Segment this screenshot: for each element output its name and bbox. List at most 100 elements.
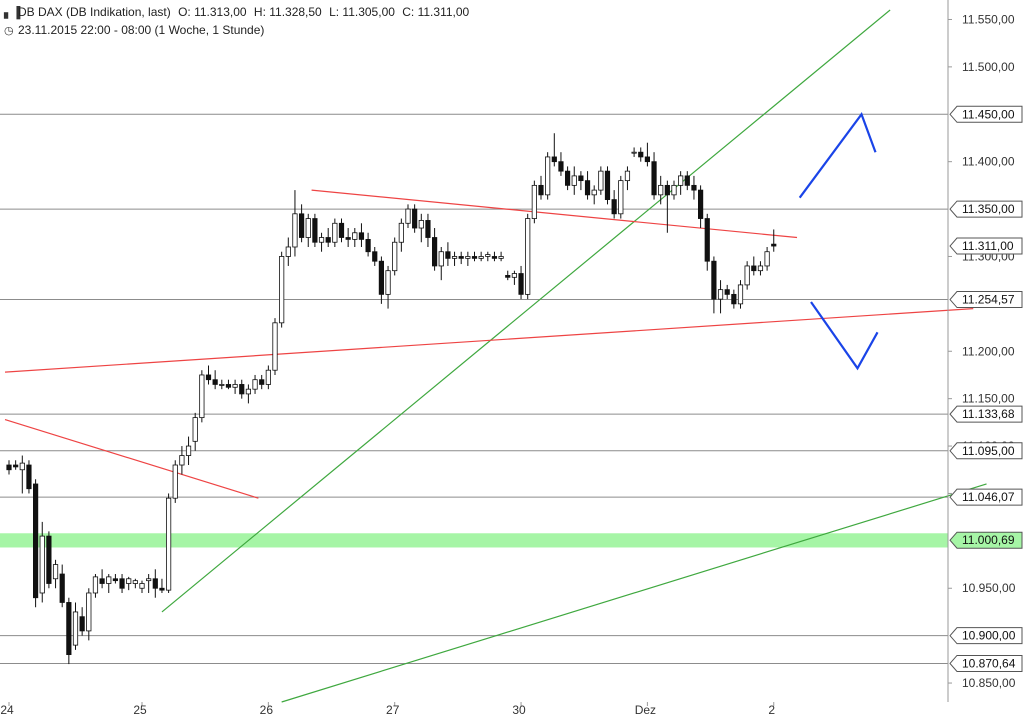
green-trend-1 [161, 9, 891, 613]
candle-body-down [731, 293, 737, 305]
price-tags: 11.450,00 11.350,00 11.254,57 11.133,68 11.0… [949, 105, 1023, 672]
candle [79, 607, 85, 636]
candle-body-down [298, 213, 305, 238]
candle [431, 228, 438, 271]
time-axis: 24 25 26 27 30 Dez 2 [0, 702, 775, 717]
candle-body-up [405, 208, 411, 224]
candle [378, 256, 385, 304]
candle [412, 204, 418, 233]
candle-body-up [165, 497, 172, 591]
instrument-title: DB DAX (DB Indikation, last) [18, 5, 171, 19]
candle [106, 574, 112, 593]
candle-body-up [717, 289, 724, 300]
candle [132, 578, 138, 589]
level-tag-label: 11.046,07 [962, 490, 1015, 504]
candle [445, 242, 451, 266]
candle-body-up [292, 213, 298, 248]
candle [19, 455, 25, 494]
candle-body-up [279, 256, 285, 324]
candle-body-down [491, 256, 498, 259]
level-tag-label: 11.450,00 [962, 107, 1015, 121]
candle-body-up [219, 384, 225, 386]
candle [698, 185, 704, 229]
candle-body-up [232, 384, 238, 388]
candle-body-down [471, 256, 478, 259]
candle-body-up [185, 445, 192, 456]
candle [545, 152, 551, 200]
clock-icon: ◷ [4, 25, 14, 37]
level-tag-shape [949, 442, 1023, 460]
header-period-row: ◷ 23.11.2015 22:00 - 08:00 (1 Woche, 1 St… [4, 22, 469, 40]
candle [252, 374, 258, 394]
blue-projection-up [798, 112, 877, 199]
time-tick-label: 25 [133, 703, 147, 717]
time-tick-label: 24 [0, 703, 14, 717]
level-tag: 10.900,00 [949, 627, 1023, 645]
candle [338, 218, 345, 243]
candle [26, 460, 32, 494]
candle [458, 251, 464, 265]
candle-body-down [505, 275, 511, 278]
green-trend-2 [281, 483, 987, 703]
candle-body-up [392, 241, 398, 272]
candle [318, 232, 325, 252]
candle-body-down [152, 578, 158, 589]
candle [485, 251, 491, 262]
candle [232, 379, 238, 394]
price-tick-label: 10.950,00 [962, 581, 1016, 595]
candle [46, 531, 52, 589]
zone-band [0, 533, 948, 548]
candle [744, 261, 750, 290]
candle-body-up [252, 379, 258, 390]
candle [112, 574, 118, 584]
candle [126, 576, 132, 591]
price-tick-label: 10.850,00 [962, 676, 1016, 690]
candle-body-down [638, 151, 644, 158]
candle [398, 218, 404, 252]
level-tag-shape [949, 200, 1023, 218]
candle-body-up [498, 256, 504, 259]
candle [225, 379, 232, 390]
candle [551, 133, 557, 167]
candle [292, 190, 298, 257]
candle [33, 479, 39, 608]
candle-body-up [438, 251, 444, 267]
candle [671, 180, 677, 200]
candle-body-up [86, 592, 92, 632]
candle [192, 412, 198, 451]
candle [691, 175, 697, 200]
candle-body-down [684, 175, 690, 186]
candle-body-down [518, 273, 524, 295]
candle [259, 374, 265, 390]
candle [219, 379, 225, 390]
red-trend-1 [4, 308, 974, 373]
candle [558, 152, 564, 176]
candle [272, 318, 278, 375]
open-value: O: 11.313,00 [178, 5, 247, 19]
candle-body-down [99, 578, 105, 584]
candle [491, 251, 498, 262]
candle-body-down [338, 222, 345, 238]
bars-icon: ▖▐ [4, 7, 21, 19]
candle [724, 284, 730, 300]
candle [352, 228, 358, 247]
candle [86, 588, 92, 641]
candle [764, 246, 770, 271]
candle-body-up [591, 189, 597, 196]
candle [658, 175, 664, 205]
candle [39, 521, 45, 603]
candle [312, 213, 318, 247]
time-tick-label: Dez [635, 703, 656, 717]
candle-body-up [478, 256, 484, 259]
candle-body-up [126, 578, 132, 584]
candle [584, 171, 591, 200]
candle [704, 213, 710, 271]
candle-body-down [644, 156, 651, 163]
zone-tag-shape [949, 531, 1023, 549]
candle [146, 574, 152, 593]
red-trend-2 [4, 418, 259, 499]
candle [604, 166, 611, 205]
candle-body-down [159, 587, 165, 591]
candle-body-up [132, 580, 138, 584]
